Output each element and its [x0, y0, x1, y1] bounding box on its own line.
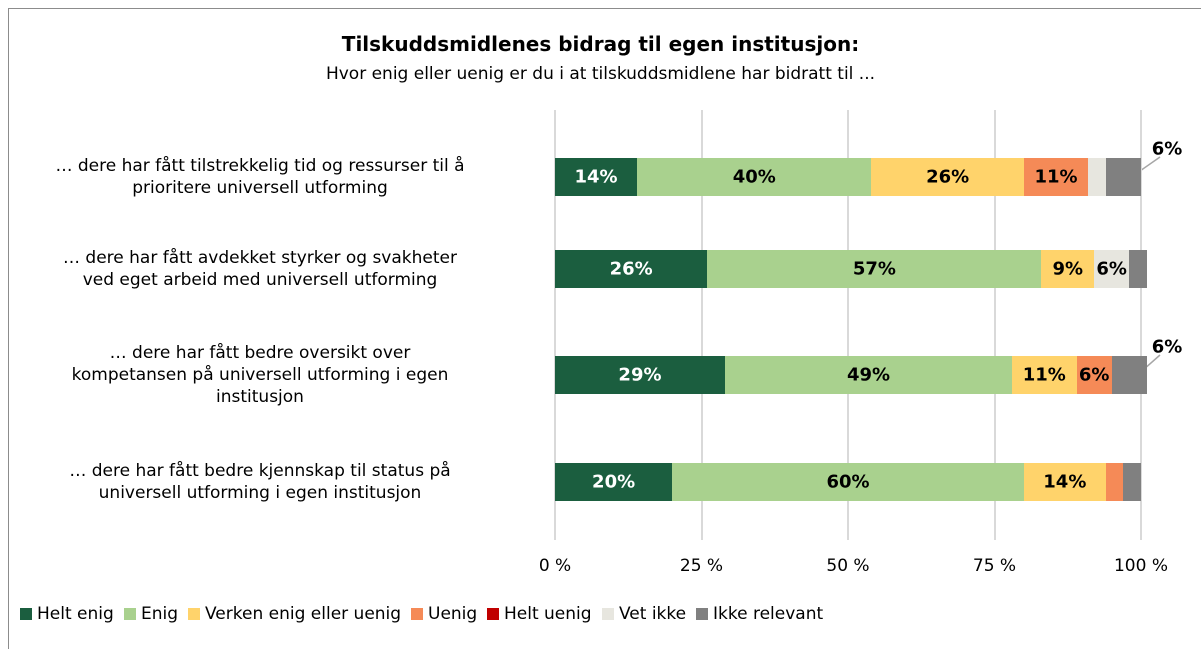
data-label: 9%: [1052, 258, 1084, 280]
bar-segment: [1129, 250, 1147, 288]
x-tick-label: 25 %: [679, 556, 724, 576]
bar-segment: [1012, 356, 1077, 394]
chart-title: Tilskuddsmidlenes bidrag til egen instit…: [341, 32, 860, 56]
grid-line: [554, 110, 556, 540]
legend-swatch: [487, 608, 499, 620]
legend-item: Ikke relevant: [696, 604, 823, 624]
grid-line: [847, 110, 849, 540]
bar-segment: [555, 463, 673, 501]
x-tick-label: 75 %: [972, 556, 1017, 576]
legend-label: Verken enig eller uenig: [205, 604, 402, 624]
data-label: 6%: [1151, 138, 1183, 160]
data-label: 57%: [852, 258, 896, 280]
data-label: 60%: [826, 471, 870, 493]
category-label: … dere har fått bedre oversikt over komp…: [71, 343, 449, 407]
x-tick-label: 100 %: [1113, 556, 1169, 576]
data-label: 49%: [846, 364, 891, 386]
data-label: 20%: [592, 471, 636, 493]
legend-item: Enig: [124, 604, 178, 624]
data-label: 14%: [574, 166, 618, 188]
bar-segment: [871, 158, 1024, 196]
category-label: … dere har fått tilstrekkelig tid og res…: [55, 156, 465, 198]
bar-segment: [1111, 356, 1147, 394]
legend-label: Enig: [141, 604, 179, 624]
x-tick-label: 0 %: [538, 556, 572, 576]
legend-label: Uenig: [428, 604, 478, 624]
category-label: … dere har fått avdekket styrker og svak…: [63, 248, 457, 290]
bar-segment: [555, 356, 725, 394]
legend-swatch: [188, 608, 200, 620]
bar-segment: [637, 158, 872, 196]
bar-segment: [555, 158, 638, 196]
bar-segment: [672, 463, 1024, 501]
bar-segment: [1041, 250, 1095, 288]
data-label: 14%: [1043, 471, 1087, 493]
bar-segment: [1105, 158, 1141, 196]
grid-line: [700, 110, 703, 540]
legend-item: Helt enig: [20, 604, 114, 624]
chart-frame: [8, 8, 1201, 649]
data-label: 6%: [1096, 258, 1127, 280]
category-label: … dere har fått bedre kjennskap til stat…: [69, 461, 451, 503]
data-label: 26%: [609, 258, 653, 280]
legend-swatch: [20, 608, 32, 620]
legend-swatch: [696, 608, 708, 620]
data-label: 6%: [1078, 364, 1110, 386]
legend-label: Helt uenig: [504, 604, 592, 624]
data-label: 29%: [618, 364, 662, 386]
bar-segment: [1123, 463, 1141, 501]
bar-segment: [707, 250, 1042, 288]
data-label: 6%: [1151, 336, 1183, 358]
chart-subtitle: Hvor enig eller uenig er du i at tilskud…: [325, 64, 876, 84]
data-label: 40%: [732, 166, 776, 188]
data-label: 11%: [1034, 166, 1078, 188]
bar-segment: [1088, 158, 1106, 196]
legend-label: Helt enig: [37, 604, 114, 624]
bar-segment: [1023, 463, 1106, 501]
legend-swatch: [602, 608, 614, 620]
bar-segment: [1105, 463, 1124, 501]
legend-item: Verken enig eller uenig: [188, 604, 401, 624]
bar-segment: [724, 356, 1013, 394]
legend-swatch: [124, 608, 136, 620]
legend-item: Uenig: [411, 604, 477, 624]
legend-label: Ikke relevant: [713, 604, 824, 624]
grid-line: [993, 110, 996, 540]
legend-label: Vet ikke: [619, 604, 687, 624]
data-label: 11%: [1022, 364, 1066, 386]
bar-segment: [555, 250, 708, 288]
legend-swatch: [411, 608, 423, 620]
legend-item: Helt uenig: [487, 604, 592, 624]
data-label: 26%: [926, 166, 970, 188]
bar-segment: [1094, 250, 1130, 288]
legend-item: Vet ikke: [602, 604, 686, 624]
grid-line: [1140, 110, 1142, 540]
x-tick-label: 50 %: [826, 556, 870, 576]
bar-segment: [1023, 158, 1089, 196]
bar-segment: [1076, 356, 1112, 394]
